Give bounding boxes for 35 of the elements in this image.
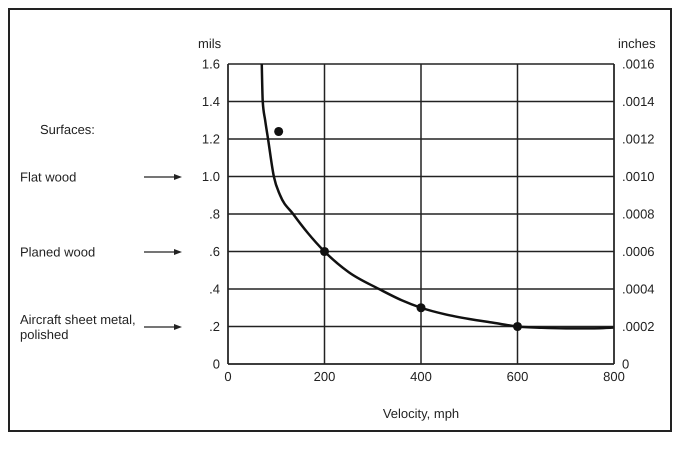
point	[320, 246, 330, 256]
x-tick-label: 400	[410, 369, 432, 384]
y-tick-label: 1.2	[202, 132, 220, 147]
y-tick-label: .4	[209, 282, 220, 297]
x-tick-label: 0	[224, 369, 232, 384]
point	[416, 303, 426, 312]
y2-tick-label: .0008	[622, 206, 655, 222]
y-tick-label: .8	[209, 206, 220, 222]
y-tick-label: 1.6	[202, 56, 220, 72]
y2-tick-label: .0006	[622, 244, 655, 260]
y2-tick-label: .0016	[622, 56, 655, 72]
line-series	[260, 64, 614, 330]
text: Aircraft sheet metal, polished	[20, 312, 137, 342]
x-axis-title: Velocity, mph	[382, 406, 460, 421]
y2-tick-label: .0004	[622, 282, 655, 297]
text: Planed wood	[20, 244, 96, 259]
y-tick-label: 0	[212, 356, 220, 372]
point	[512, 322, 522, 332]
x-tick-label: 600	[506, 369, 528, 384]
x-tick-label: 200	[314, 369, 336, 384]
y-tick-label: .6	[209, 244, 220, 260]
point	[274, 126, 284, 136]
y-tick-label: 1.4	[202, 94, 220, 110]
text: Flat wood	[20, 169, 78, 184]
text: Surfaces:	[40, 122, 95, 137]
y2-tick-label: .0010	[622, 169, 655, 184]
x-tick-label: 800	[603, 369, 625, 384]
y2-tick-label: .0012	[622, 132, 655, 147]
y-tick-label: .2	[209, 319, 220, 334]
y2-tick-label: 0	[622, 356, 630, 372]
y2-tick-label: .0002	[622, 319, 655, 334]
y-tick-label: 1.0	[202, 169, 220, 184]
y2-tick-label: .0014	[622, 94, 655, 110]
y2-axis-title: inches	[618, 36, 656, 51]
y-axis-title: mils	[198, 36, 222, 51]
